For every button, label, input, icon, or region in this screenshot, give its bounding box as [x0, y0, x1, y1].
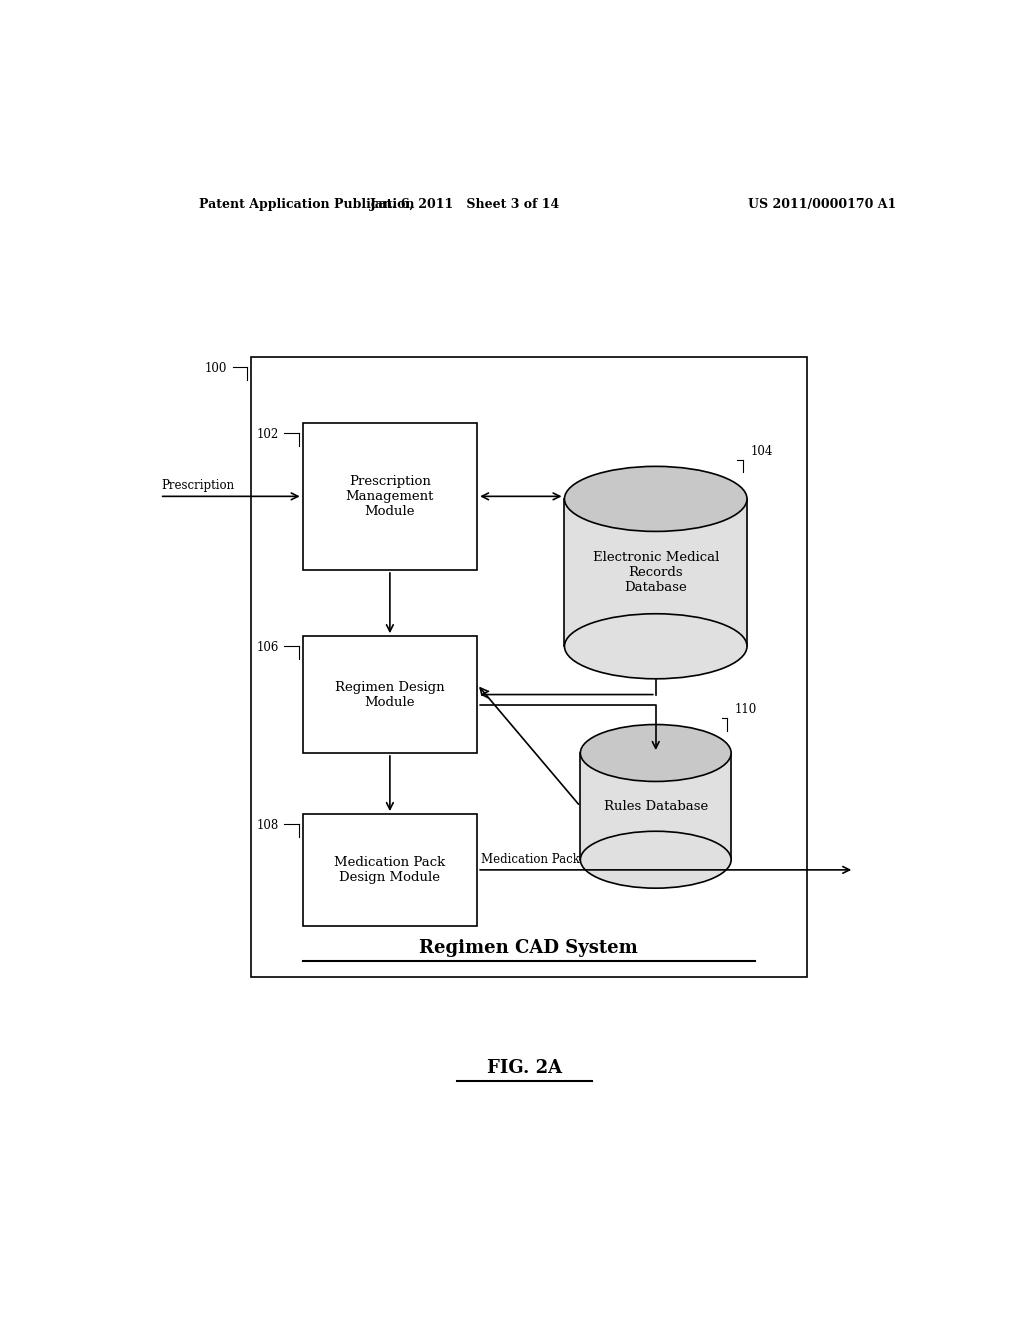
- Text: 100: 100: [205, 362, 227, 375]
- Text: 108: 108: [257, 818, 279, 832]
- Ellipse shape: [564, 614, 748, 678]
- Text: Patent Application Publication: Patent Application Publication: [200, 198, 415, 211]
- Text: Regimen CAD System: Regimen CAD System: [420, 939, 638, 957]
- Text: Prescription: Prescription: [162, 479, 234, 492]
- Text: Rules Database: Rules Database: [603, 800, 708, 813]
- Bar: [303, 636, 477, 752]
- Ellipse shape: [581, 725, 731, 781]
- Bar: [303, 422, 477, 570]
- Bar: [581, 752, 731, 859]
- Ellipse shape: [564, 466, 748, 532]
- Text: Electronic Medical
Records
Database: Electronic Medical Records Database: [593, 550, 719, 594]
- Ellipse shape: [581, 832, 731, 888]
- Text: 106: 106: [256, 642, 279, 655]
- Text: 104: 104: [751, 445, 773, 458]
- Text: Prescription
Management
Module: Prescription Management Module: [346, 475, 434, 517]
- Text: 110: 110: [735, 704, 758, 717]
- Text: Medication Pack
Design Module: Medication Pack Design Module: [334, 855, 445, 884]
- Text: US 2011/0000170 A1: US 2011/0000170 A1: [749, 198, 897, 211]
- Text: Jan. 6, 2011   Sheet 3 of 14: Jan. 6, 2011 Sheet 3 of 14: [370, 198, 560, 211]
- Text: 102: 102: [257, 428, 279, 441]
- Bar: [564, 499, 748, 647]
- Text: FIG. 2A: FIG. 2A: [487, 1059, 562, 1077]
- Bar: [251, 356, 807, 977]
- Text: Medication Pack Layout: Medication Pack Layout: [481, 853, 625, 866]
- Text: Regimen Design
Module: Regimen Design Module: [335, 681, 444, 709]
- Bar: [303, 814, 477, 925]
